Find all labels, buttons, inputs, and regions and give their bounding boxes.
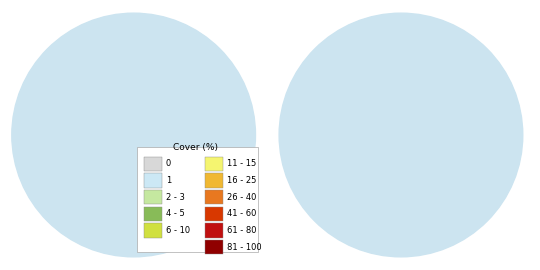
FancyBboxPatch shape	[144, 207, 162, 221]
FancyBboxPatch shape	[205, 240, 224, 254]
Text: 81 - 100: 81 - 100	[227, 243, 262, 252]
Text: 11 - 15: 11 - 15	[227, 159, 256, 168]
FancyBboxPatch shape	[144, 174, 162, 188]
Text: 4 - 5: 4 - 5	[166, 209, 185, 218]
FancyBboxPatch shape	[205, 190, 224, 204]
FancyBboxPatch shape	[144, 157, 162, 171]
Text: 6 - 10: 6 - 10	[166, 226, 190, 235]
FancyBboxPatch shape	[205, 224, 224, 238]
FancyBboxPatch shape	[205, 174, 224, 188]
Circle shape	[12, 13, 255, 257]
Text: 61 - 80: 61 - 80	[227, 226, 257, 235]
Text: 16 - 25: 16 - 25	[227, 176, 256, 185]
Text: 0: 0	[166, 159, 171, 168]
FancyBboxPatch shape	[205, 157, 224, 171]
Text: 1: 1	[166, 176, 171, 185]
FancyBboxPatch shape	[144, 190, 162, 204]
Text: Cover (%): Cover (%)	[173, 143, 218, 152]
FancyBboxPatch shape	[144, 224, 162, 238]
FancyBboxPatch shape	[205, 207, 224, 221]
Circle shape	[279, 13, 523, 257]
Text: 26 - 40: 26 - 40	[227, 193, 256, 202]
Text: 41 - 60: 41 - 60	[227, 209, 256, 218]
Text: 2 - 3: 2 - 3	[166, 193, 185, 202]
FancyBboxPatch shape	[138, 147, 258, 252]
